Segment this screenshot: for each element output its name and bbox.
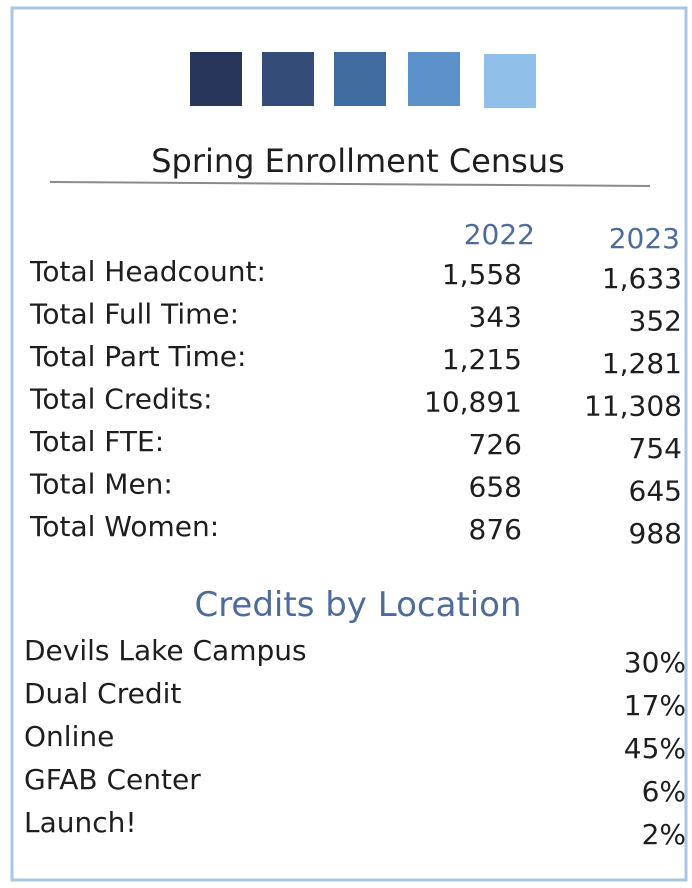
column-header: 2023 [609,222,680,255]
location-share: 30% [624,646,686,679]
cell: 645 [629,475,682,508]
row-label: Total FTE: [29,425,164,458]
cell: 343 [469,301,522,334]
location-label: Launch! [24,806,137,839]
cell: 658 [469,471,522,504]
swatch [190,52,242,106]
cell: 352 [629,305,682,338]
cell: 10,891 [424,386,522,419]
location-share: 45% [624,732,686,765]
cell: 1,633 [602,262,682,295]
title-rule [49,181,651,187]
row-label: Total Women: [29,510,219,543]
location-label: Devils Lake Campus [24,634,307,667]
location-share: 17% [624,689,686,722]
location-share: 2% [642,818,686,851]
location-label: Dual Credit [24,677,181,710]
cell: 876 [469,513,522,546]
swatch [262,52,314,106]
row-label: Total Men: [29,468,173,501]
frame [10,6,688,882]
cell: 1,558 [442,258,522,291]
cell: 11,308 [584,390,682,423]
swatch [408,52,460,106]
row-label: Total Full Time: [29,298,239,331]
cell: 1,281 [602,347,682,380]
cell: 754 [629,432,682,465]
swatch [484,54,536,108]
location-label: GFAB Center [24,763,201,796]
cell: 726 [469,428,522,461]
cell: 988 [629,517,682,550]
title: Spring Enrollment Census [151,142,565,180]
row-label: Total Headcount: [29,255,266,288]
cell: 1,215 [442,343,522,376]
row-label: Total Credits: [29,383,213,416]
swatch [334,52,386,106]
section-title: Credits by Location [194,585,521,625]
column-header: 2022 [464,218,535,251]
row-label: Total Part Time: [29,340,246,373]
location-label: Online [24,720,114,753]
location-share: 6% [642,775,686,808]
